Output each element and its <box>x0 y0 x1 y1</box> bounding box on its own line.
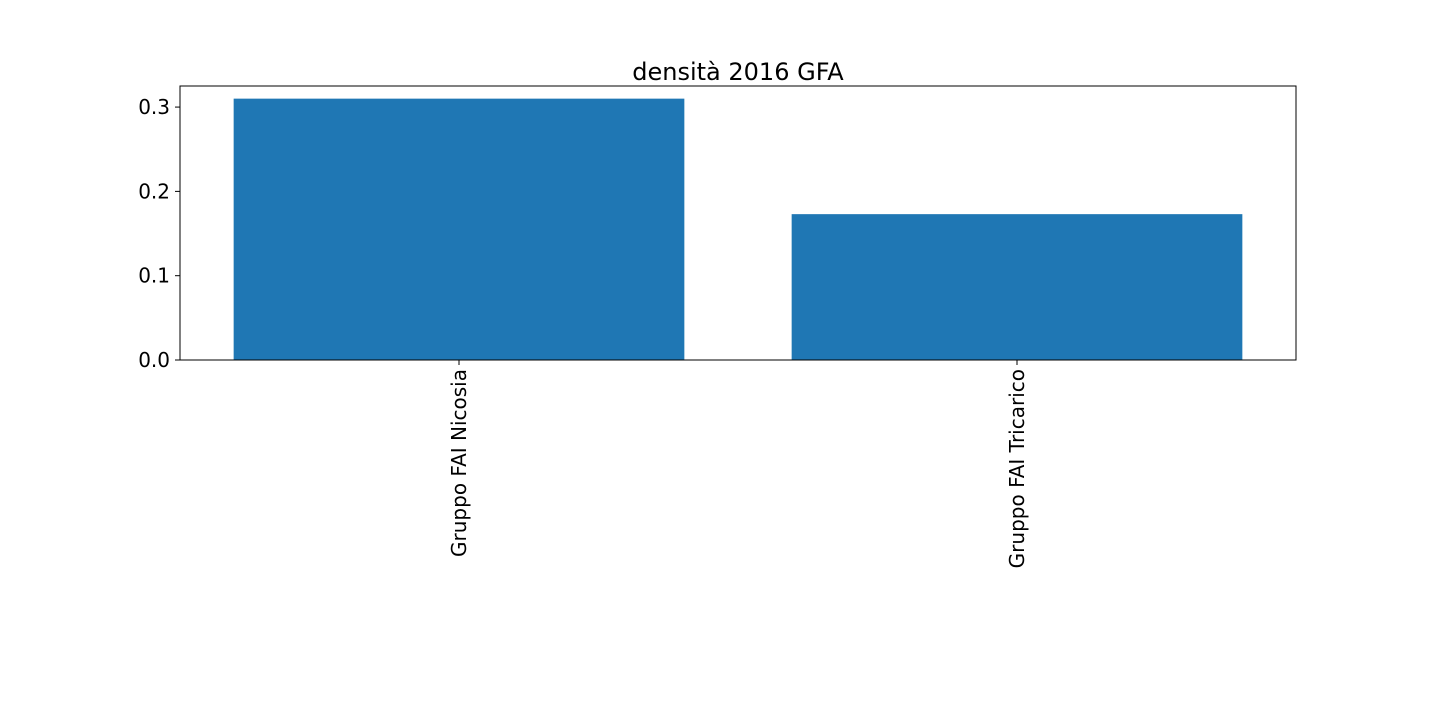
y-axis: 0.0 0.1 0.2 0.3 <box>138 95 180 372</box>
y-tick-label-3: 0.3 <box>138 95 170 119</box>
x-axis: Gruppo FAI Nicosia Gruppo FAI Tricarico <box>447 360 1029 568</box>
y-tick-label-2: 0.2 <box>138 179 170 203</box>
bar-1 <box>791 214 1243 360</box>
bars-layer <box>233 98 1243 361</box>
plot-frame <box>179 85 1297 361</box>
x-tick-label-0: Gruppo FAI Nicosia <box>447 369 471 557</box>
bar-0 <box>233 98 685 361</box>
y-tick-label-0: 0.0 <box>138 348 170 372</box>
y-tick-label-1: 0.1 <box>138 264 170 288</box>
chart-title: densità 2016 GFA <box>632 58 844 86</box>
x-tick-label-1: Gruppo FAI Tricarico <box>1005 369 1029 568</box>
